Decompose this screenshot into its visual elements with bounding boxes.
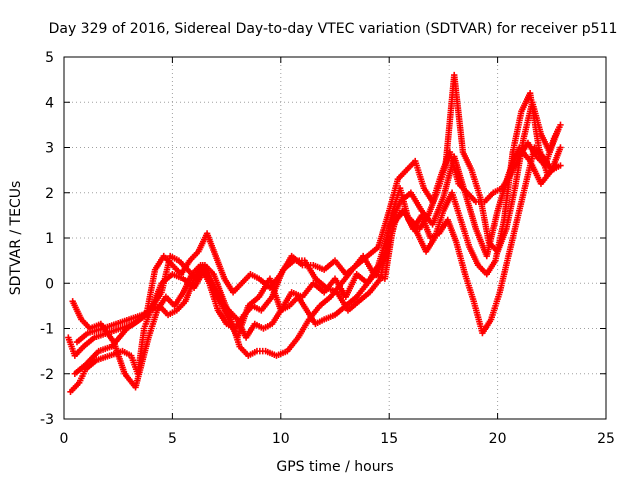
y-tick-label: 4 xyxy=(45,95,54,111)
data-point xyxy=(555,126,562,133)
x-tick-label: 5 xyxy=(168,431,177,447)
data-marks xyxy=(65,71,564,396)
y-tick-label: -2 xyxy=(40,367,54,383)
plot-frame xyxy=(63,56,607,420)
x-axis-label: GPS time / hours xyxy=(276,459,393,475)
y-tick-label: 5 xyxy=(45,50,54,66)
y-axis-label: SDTVAR / TECUs xyxy=(8,181,24,296)
data-point xyxy=(557,121,564,129)
x-tick-label: 20 xyxy=(489,431,507,447)
y-tick-label: -1 xyxy=(40,322,54,338)
y-tick-label: 1 xyxy=(45,231,54,247)
x-tick-label: 15 xyxy=(380,431,398,447)
x-tick-label: 25 xyxy=(597,431,615,447)
y-tick-label: 2 xyxy=(45,186,54,202)
y-tick-label: 3 xyxy=(45,141,54,157)
data-point xyxy=(557,144,564,151)
chart-title: Day 329 of 2016, Sidereal Day-to-day VTE… xyxy=(49,21,618,37)
grid xyxy=(64,57,606,419)
x-tick-label: 10 xyxy=(272,431,290,447)
y-tick-label: -3 xyxy=(40,412,54,428)
y-tick-label: 0 xyxy=(45,276,54,292)
x-tick-label: 0 xyxy=(60,431,69,447)
